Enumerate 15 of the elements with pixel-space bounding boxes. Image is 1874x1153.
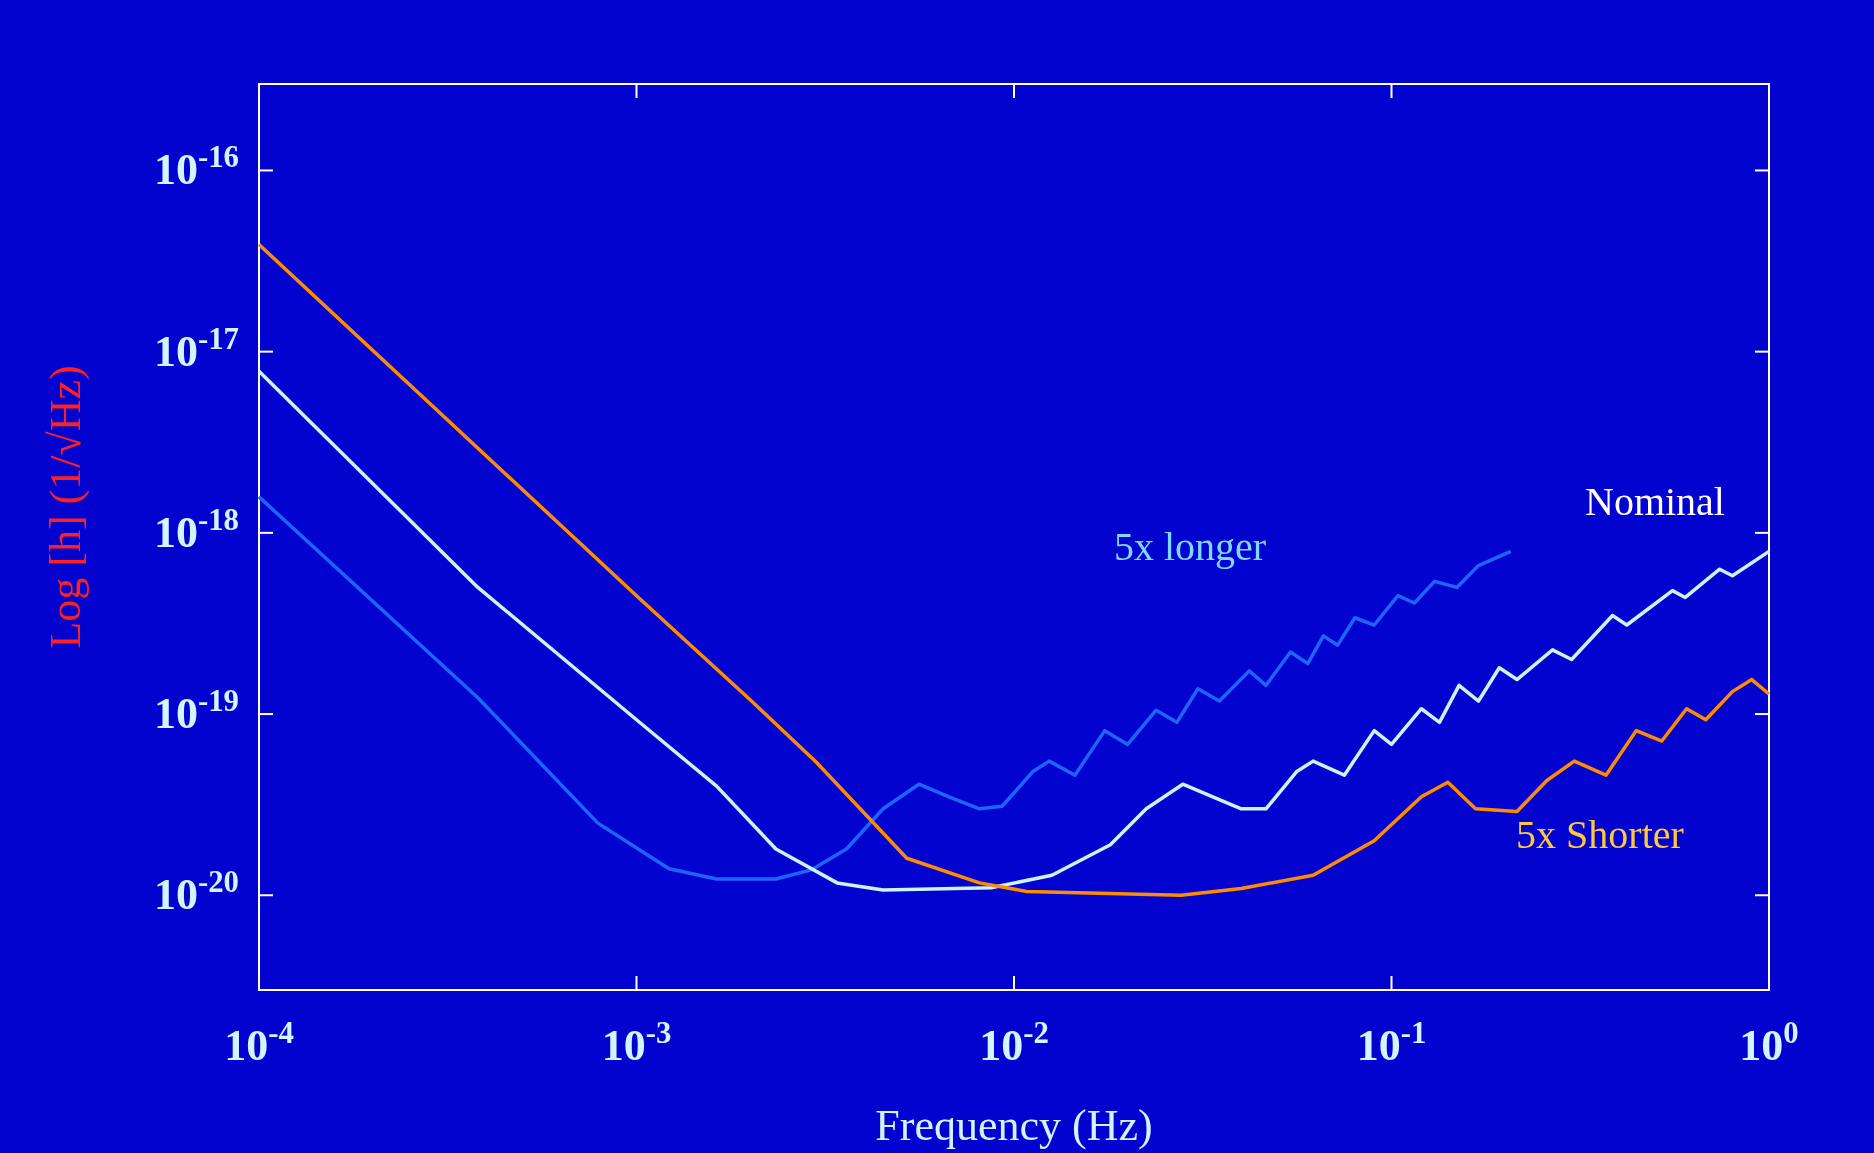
- x-tick-label: 10$^{0}$: [1739, 1016, 1799, 1070]
- y-tick-label: 10$^{-20}$: [153, 865, 239, 920]
- series-label: Nominal: [1585, 479, 1725, 524]
- y-tick-label: 10$^{-19}$: [153, 684, 239, 739]
- y-tick-label: 10$^{-17}$: [153, 321, 239, 376]
- series-label: 5x Shorter: [1516, 812, 1684, 857]
- x-tick-label: 10$^{-4}$: [224, 1016, 294, 1070]
- y-axis-title: Log [h] (1/√Hz): [41, 365, 90, 649]
- x-tick-label: 10$^{-1}$: [1356, 1016, 1427, 1070]
- text: 5x longer: [1113, 524, 1267, 569]
- x-axis-title: Frequency (Hz): [875, 1101, 1153, 1150]
- x-tick-label: 10$^{-2}$: [979, 1016, 1049, 1070]
- y-tick-label: 10$^{-18}$: [153, 502, 239, 557]
- x-tick-label: 10$^{-3}$: [601, 1016, 672, 1070]
- y-tick-label: 10$^{-16}$: [153, 140, 239, 195]
